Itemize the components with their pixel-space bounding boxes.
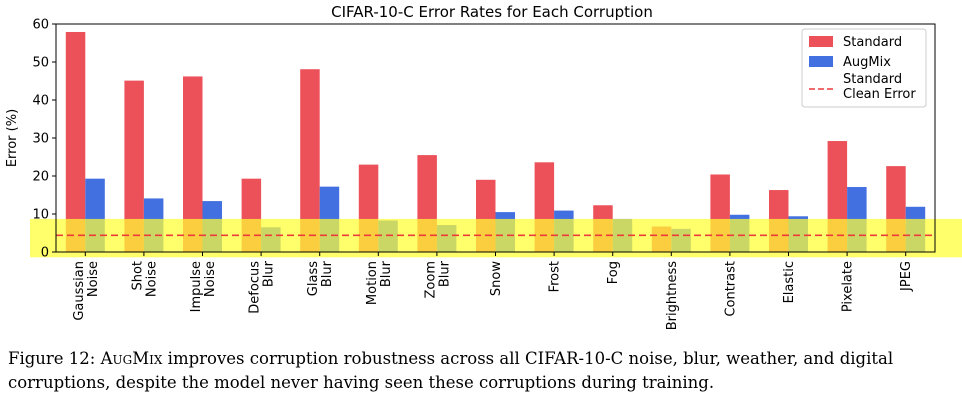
x-tick-label-9-0: Fog <box>606 261 621 284</box>
x-tick-label-6-0: Zoom <box>423 261 438 298</box>
x-tick-label-14-0: JPEG <box>899 261 914 292</box>
chart-title: CIFAR-10-C Error Rates for Each Corrupti… <box>331 3 653 21</box>
x-tick-label-2-0: Impulse <box>189 261 204 312</box>
x-tick-label-group-1: Shot Noise <box>130 261 159 297</box>
x-tick-label-group-9: Fog <box>606 261 621 284</box>
x-tick-label-6-1: Blur <box>437 260 452 287</box>
x-tick-label-1-1: Noise <box>144 261 159 297</box>
bar-standard-0 <box>65 31 86 253</box>
bar-standard-1 <box>124 80 144 253</box>
x-tick-label-5-1: Blur <box>379 260 394 287</box>
x-tick-label-0-0: Gaussian <box>72 261 87 321</box>
y-tick-label-10: 10 <box>32 208 49 223</box>
x-tick-label-group-11: Contrast <box>723 261 738 317</box>
y-axis-label: Error (%) <box>5 109 20 167</box>
x-tick-label-8-0: Frost <box>548 261 563 292</box>
x-tick-label-3-1: Blur <box>262 260 277 287</box>
legend-swatch-augmix <box>809 56 833 67</box>
caption-label: Figure 12: <box>8 349 96 368</box>
y-tick-label-60: 60 <box>32 18 49 33</box>
figure-caption: Figure 12: AugMix improves corruption ro… <box>8 347 954 395</box>
legend-swatch-standard <box>809 36 833 47</box>
x-tick-label-group-12: Elastic <box>782 261 797 303</box>
x-tick-label-4-1: Blur <box>320 260 335 287</box>
x-tick-label-13-0: Pixelate <box>841 261 856 312</box>
legend-label-clean-error-0: Standard <box>843 72 902 87</box>
y-tick-label-40: 40 <box>32 94 49 109</box>
x-tick-label-3-0: Defocus <box>248 261 263 314</box>
caption-text: improves corruption robustness across al… <box>8 349 894 392</box>
legend-frame <box>801 28 927 108</box>
x-tick-label-group-4: Glass Blur <box>306 260 335 296</box>
highlight-band <box>30 218 962 258</box>
x-tick-label-group-10: Brightness <box>665 261 680 330</box>
x-tick-label-group-5: Motion Blur <box>365 260 394 305</box>
x-tick-label-10-0: Brightness <box>665 261 680 330</box>
x-tick-label-12-0: Elastic <box>782 261 797 303</box>
legend-label-augmix: AugMix <box>843 55 891 70</box>
x-tick-label-group-13: Pixelate <box>841 261 856 312</box>
x-tick-label-group-2: Impulse Noise <box>189 261 218 312</box>
y-tick-label-50: 50 <box>32 56 49 71</box>
x-tick-label-group-3: Defocus Blur <box>248 260 277 313</box>
bar-standard-2 <box>183 76 203 252</box>
caption-method-name: AugMix <box>100 349 163 368</box>
x-tick-label-1-0: Shot <box>130 261 145 291</box>
x-tick-label-4-0: Glass <box>306 261 321 296</box>
legend-label-standard: Standard <box>843 35 902 50</box>
x-tick-label-7-0: Snow <box>489 261 504 296</box>
x-tick-label-group-8: Frost <box>548 261 563 292</box>
x-tick-label-2-1: Noise <box>203 261 218 297</box>
x-tick-label-group-7: Snow <box>489 261 504 296</box>
y-tick-label-20: 20 <box>32 170 49 185</box>
chart-figure: CIFAR-10-C Error Rates for Each Corrupti… <box>5 3 962 330</box>
x-tick-label-group-14: JPEG <box>899 261 914 292</box>
y-tick-label-30: 30 <box>32 132 49 147</box>
x-tick-label-0-1: Noise <box>86 261 101 297</box>
x-tick-label-group-6: Zoom Blur <box>423 260 452 298</box>
x-tick-label-group-0: Gaussian Noise <box>72 261 101 321</box>
x-tick-label-5-0: Motion <box>365 261 380 305</box>
bar-standard-4 <box>300 69 320 252</box>
y-tick-label-0: 0 <box>41 246 49 261</box>
x-tick-label-11-0: Contrast <box>723 261 738 317</box>
legend-label-clean-error-1: Clean Error <box>843 87 916 102</box>
